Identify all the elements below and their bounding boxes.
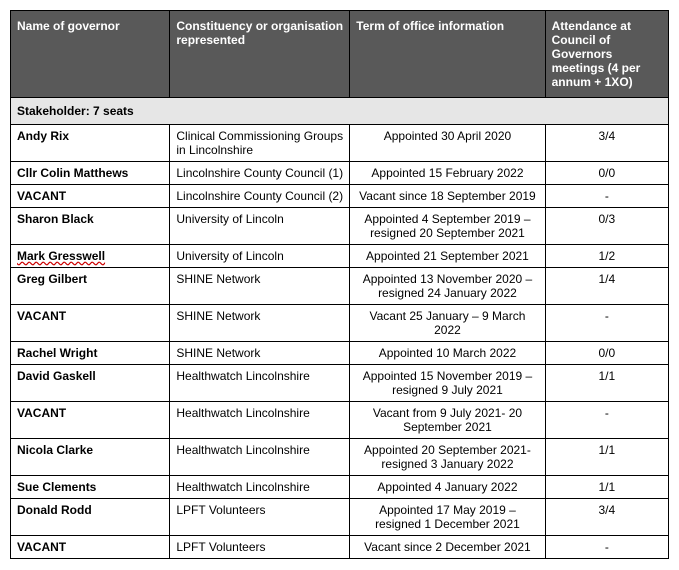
table-row: Greg GilbertSHINE NetworkAppointed 13 No… (11, 268, 669, 305)
col-header-term: Term of office information (350, 11, 545, 98)
governor-name: Rachel Wright (11, 342, 170, 365)
governor-name: Greg Gilbert (11, 268, 170, 305)
table-row: Mark GresswellUniversity of LincolnAppoi… (11, 245, 669, 268)
governor-attendance: - (545, 536, 668, 559)
governor-name: David Gaskell (11, 365, 170, 402)
governor-attendance: - (545, 305, 668, 342)
governor-attendance: 1/1 (545, 476, 668, 499)
governor-attendance: 1/1 (545, 439, 668, 476)
governor-attendance: 1/2 (545, 245, 668, 268)
governor-org: LPFT Volunteers (170, 499, 350, 536)
governor-org: SHINE Network (170, 305, 350, 342)
governor-term: Appointed 15 February 2022 (350, 162, 545, 185)
table-row: VACANTSHINE NetworkVacant 25 January – 9… (11, 305, 669, 342)
governor-term: Appointed 13 November 2020 – resigned 24… (350, 268, 545, 305)
governor-name: VACANT (11, 536, 170, 559)
section-row: Stakeholder: 7 seats (11, 98, 669, 125)
governor-name: VACANT (11, 402, 170, 439)
governor-term: Appointed 30 April 2020 (350, 125, 545, 162)
governor-term: Appointed 17 May 2019 – resigned 1 Decem… (350, 499, 545, 536)
governor-attendance: 0/0 (545, 342, 668, 365)
governor-attendance: - (545, 402, 668, 439)
col-header-attendance: Attendance at Council of Governors meeti… (545, 11, 668, 98)
governor-name: Sue Clements (11, 476, 170, 499)
governor-name: VACANT (11, 185, 170, 208)
table-body: Stakeholder: 7 seats Andy RixClinical Co… (11, 98, 669, 559)
governor-term: Vacant 25 January – 9 March 2022 (350, 305, 545, 342)
governor-name: Donald Rodd (11, 499, 170, 536)
governor-org: University of Lincoln (170, 245, 350, 268)
governor-term: Vacant since 2 December 2021 (350, 536, 545, 559)
governor-name: Sharon Black (11, 208, 170, 245)
governor-term: Appointed 4 January 2022 (350, 476, 545, 499)
governor-org: Healthwatch Lincolnshire (170, 365, 350, 402)
section-label: Stakeholder: 7 seats (11, 98, 669, 125)
governor-attendance: 1/1 (545, 365, 668, 402)
governor-org: SHINE Network (170, 342, 350, 365)
governor-attendance: 1/4 (545, 268, 668, 305)
table-row: David GaskellHealthwatch LincolnshireApp… (11, 365, 669, 402)
table-row: Nicola ClarkeHealthwatch LincolnshireApp… (11, 439, 669, 476)
governor-attendance: 0/3 (545, 208, 668, 245)
col-header-name: Name of governor (11, 11, 170, 98)
col-header-org: Constituency or organisation represented (170, 11, 350, 98)
governor-org: LPFT Volunteers (170, 536, 350, 559)
table-row: Sue ClementsHealthwatch LincolnshireAppo… (11, 476, 669, 499)
governor-name: Cllr Colin Matthews (11, 162, 170, 185)
governors-table: Name of governor Constituency or organis… (10, 10, 669, 559)
governor-term: Appointed 15 November 2019 – resigned 9 … (350, 365, 545, 402)
table-row: Rachel WrightSHINE NetworkAppointed 10 M… (11, 342, 669, 365)
governor-term: Vacant since 18 September 2019 (350, 185, 545, 208)
governor-org: Clinical Commissioning Groups in Lincoln… (170, 125, 350, 162)
table-row: VACANTHealthwatch LincolnshireVacant fro… (11, 402, 669, 439)
governor-term: Appointed 4 September 2019 – resigned 20… (350, 208, 545, 245)
governor-term: Appointed 10 March 2022 (350, 342, 545, 365)
governor-org: Healthwatch Lincolnshire (170, 476, 350, 499)
governor-term: Appointed 21 September 2021 (350, 245, 545, 268)
governor-org: Healthwatch Lincolnshire (170, 402, 350, 439)
governor-org: Lincolnshire County Council (1) (170, 162, 350, 185)
governor-attendance: 0/0 (545, 162, 668, 185)
governor-term: Appointed 20 September 2021- resigned 3 … (350, 439, 545, 476)
governor-name: VACANT (11, 305, 170, 342)
governor-org: Healthwatch Lincolnshire (170, 439, 350, 476)
governor-org: University of Lincoln (170, 208, 350, 245)
table-row: Cllr Colin MatthewsLincolnshire County C… (11, 162, 669, 185)
governor-org: Lincolnshire County Council (2) (170, 185, 350, 208)
table-row: Sharon BlackUniversity of LincolnAppoint… (11, 208, 669, 245)
table-header-row: Name of governor Constituency or organis… (11, 11, 669, 98)
governor-attendance: 3/4 (545, 499, 668, 536)
table-row: VACANTLPFT VolunteersVacant since 2 Dece… (11, 536, 669, 559)
governor-name: Nicola Clarke (11, 439, 170, 476)
table-row: Andy RixClinical Commissioning Groups in… (11, 125, 669, 162)
governor-attendance: 3/4 (545, 125, 668, 162)
governor-name: Mark Gresswell (11, 245, 170, 268)
governor-org: SHINE Network (170, 268, 350, 305)
table-row: Donald RoddLPFT VolunteersAppointed 17 M… (11, 499, 669, 536)
governor-name: Andy Rix (11, 125, 170, 162)
table-row: VACANTLincolnshire County Council (2)Vac… (11, 185, 669, 208)
governor-term: Vacant from 9 July 2021- 20 September 20… (350, 402, 545, 439)
governor-attendance: - (545, 185, 668, 208)
